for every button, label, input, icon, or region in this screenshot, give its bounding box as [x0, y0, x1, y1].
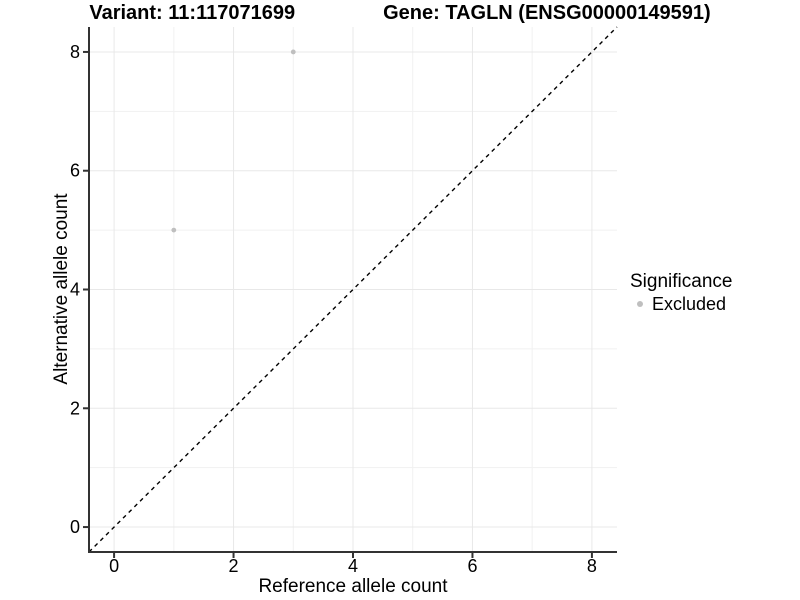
- x-axis-title: Reference allele count: [258, 576, 448, 597]
- x-tick-label: 6: [467, 556, 477, 576]
- plot-title-gene: Gene: TAGLN (ENSG00000149591): [383, 2, 711, 24]
- x-tick-label: 2: [229, 556, 239, 576]
- legend-key: [630, 295, 649, 313]
- data-point-excluded: [171, 227, 177, 233]
- data-point-excluded: [290, 49, 296, 55]
- x-tick-label: 0: [109, 556, 119, 576]
- legend-item-excluded: Excluded: [630, 294, 732, 314]
- y-axis-title: Alternative allele count: [51, 193, 72, 385]
- point-marker-icon: [636, 301, 643, 307]
- y-tick-label: 0: [70, 517, 80, 537]
- y-tick-label: 6: [70, 161, 80, 181]
- y-tick-label: 4: [70, 280, 80, 300]
- x-tick-label: 8: [587, 556, 597, 576]
- legend-item-label: Excluded: [652, 294, 727, 314]
- x-tick-label: 4: [348, 556, 358, 576]
- y-tick-label: 2: [70, 398, 80, 418]
- plot-title: Variant: 11:117071699 Gene: TAGLN (ENSG0…: [0, 2, 800, 24]
- legend: Significance Excluded: [630, 270, 732, 314]
- legend-title: Significance: [630, 271, 733, 292]
- plot-title-variant: Variant: 11:117071699: [89, 2, 296, 24]
- y-tick-label: 8: [70, 42, 80, 62]
